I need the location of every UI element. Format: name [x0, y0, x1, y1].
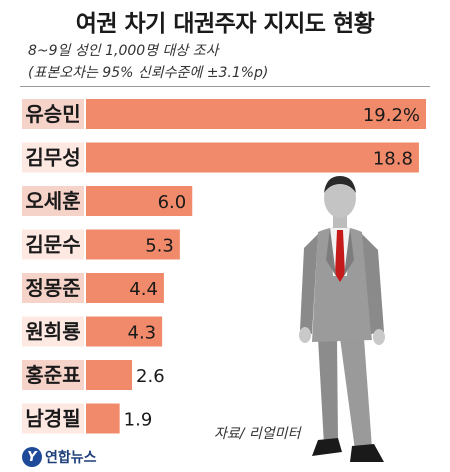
chart-title: 여권 차기 대권주자 지지도 현황	[75, 11, 375, 37]
category-label: 김무성	[25, 146, 80, 170]
category-label-bg	[22, 316, 84, 347]
category-label-bg	[22, 99, 84, 129]
bar	[86, 273, 164, 303]
bar-value-label: 18.8	[373, 149, 413, 170]
category-label: 정몽준	[25, 276, 80, 300]
category-label: 남경필	[25, 407, 80, 431]
category-label-bg	[22, 229, 84, 260]
logo-text: 연합뉴스	[45, 450, 97, 466]
bar	[86, 186, 193, 216]
category-label: 홍준표	[25, 363, 80, 387]
bar-value-label: 1.9	[124, 410, 153, 431]
category-label-bg	[22, 186, 84, 216]
survey-note: 8~9일 성인 1,000명 대상 조사	[28, 43, 219, 59]
bar-value-label: 6.0	[158, 192, 187, 213]
bar-value-label: 5.3	[145, 236, 174, 257]
category-label: 유승민	[25, 102, 80, 126]
category-label: 원희룡	[25, 320, 80, 344]
yonhap-logo: Y 연합뉴스	[22, 446, 97, 468]
category-label-bg	[22, 142, 84, 173]
category-label-bg	[22, 273, 84, 303]
category-label: 오세훈	[25, 189, 80, 213]
category-label: 김문수	[25, 233, 80, 257]
businessman-silhouette-icon	[299, 176, 385, 462]
bar	[86, 360, 133, 390]
bar-value-label: 2.6	[136, 366, 165, 387]
bar-value-label: 4.3	[128, 323, 157, 344]
bar	[86, 403, 120, 434]
bar	[86, 229, 180, 260]
category-label-bg	[22, 403, 84, 434]
bar	[86, 142, 419, 173]
bar-value-label: 19.2%	[363, 105, 420, 126]
bar	[86, 316, 163, 347]
category-label-bg	[22, 360, 84, 390]
bar-value-label: 4.4	[129, 279, 158, 300]
yonhap-logo-icon: Y	[22, 447, 42, 467]
margin-of-error-note: (표본오차는 95% 신뢰수준에 ±3.1%p)	[28, 65, 269, 81]
bar	[86, 99, 426, 129]
header-divider	[20, 86, 430, 87]
source-credit: 자료/ 리얼미터	[214, 426, 301, 442]
